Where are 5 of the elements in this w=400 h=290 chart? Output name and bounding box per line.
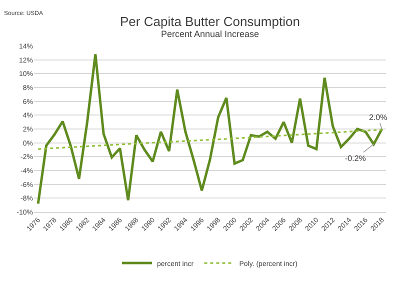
chart-subtitle: Percent Annual Increase [161,29,260,39]
chart-title: Per Capita Butter Consumption [120,14,300,29]
annotation: -0.2% [345,154,366,163]
line-series [37,128,383,150]
annotation: 2.0% [369,113,388,122]
